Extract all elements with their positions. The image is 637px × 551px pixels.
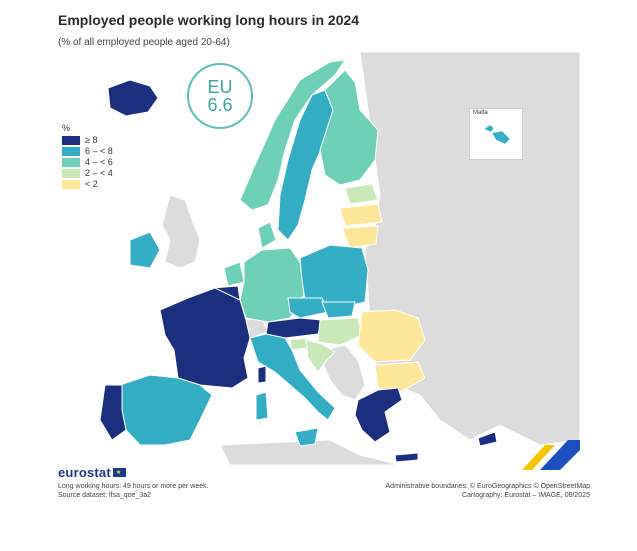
malta-main-island xyxy=(491,130,511,145)
sardinia xyxy=(255,391,269,421)
eu-average-badge: EU 6.6 xyxy=(187,63,253,129)
germany xyxy=(239,247,305,323)
italy xyxy=(249,333,336,421)
legend-swatch xyxy=(62,146,80,156)
estonia xyxy=(344,183,379,205)
page-subtitle: (% of all employed people aged 20-64) xyxy=(58,37,230,48)
legend-swatch xyxy=(62,179,80,189)
portugal xyxy=(99,384,127,441)
bulgaria xyxy=(374,361,426,393)
footer-credits: Administrative boundaries: © EuroGeograp… xyxy=(386,482,590,500)
malta-inset: Malta xyxy=(469,108,523,160)
footnote-source: Source dataset: lfsa_qoe_3a2 xyxy=(58,492,152,499)
legend-item: 2 – < 4 xyxy=(62,168,113,178)
norway xyxy=(239,59,347,211)
netherlands xyxy=(223,261,245,287)
iceland xyxy=(107,79,159,117)
legend-label: ≥ 8 xyxy=(85,135,98,145)
poland xyxy=(299,244,369,309)
slovenia xyxy=(289,337,309,351)
croatia xyxy=(305,339,336,373)
footer-notes: Long working hours: 49 hours or more per… xyxy=(58,482,209,500)
finland xyxy=(319,69,379,186)
crete xyxy=(394,452,419,463)
malta xyxy=(483,124,495,133)
legend-item: < 2 xyxy=(62,179,113,189)
legend-label: < 2 xyxy=(85,179,98,189)
cyprus xyxy=(477,431,498,447)
hungary xyxy=(317,317,363,346)
legend-label: 6 – < 8 xyxy=(85,146,113,156)
non-data-land-balkans xyxy=(317,344,366,401)
eu-badge-value: 6.6 xyxy=(207,95,233,115)
malta-map xyxy=(483,124,511,145)
ireland xyxy=(129,231,161,269)
czechia xyxy=(287,297,329,319)
credit-boundaries: Administrative boundaries: © EuroGeograp… xyxy=(385,483,590,490)
legend-item: ≥ 8 xyxy=(62,135,113,145)
lithuania xyxy=(341,225,379,249)
greece xyxy=(354,387,403,443)
sicily xyxy=(294,427,319,447)
eurostat-logo: eurostat ★ xyxy=(58,465,126,480)
malta-inset-label: Malta xyxy=(473,110,488,116)
corsica xyxy=(257,365,267,384)
footnote-definition: Long working hours: 49 hours or more per… xyxy=(58,483,209,490)
credit-cartography: Cartography: Eurostat – IMAGE, 08/2025 xyxy=(461,492,590,499)
latvia xyxy=(339,203,383,227)
eurostat-wordmark: eurostat xyxy=(58,465,111,480)
legend-swatch xyxy=(62,168,80,178)
denmark xyxy=(257,221,277,249)
austria xyxy=(265,317,323,339)
legend-unit: % xyxy=(62,123,71,133)
corner-accent-blue xyxy=(540,440,580,470)
france xyxy=(159,287,251,389)
legend-label: 4 – < 6 xyxy=(85,157,113,167)
slovakia xyxy=(321,301,356,319)
page-title: Employed people working long hours in 20… xyxy=(58,12,360,28)
eu-flag-icon: ★ xyxy=(112,468,126,477)
corner-accent-yellow xyxy=(522,445,555,470)
spain xyxy=(119,374,213,446)
eu-badge-label: EU xyxy=(207,77,233,97)
non-data-land-uk xyxy=(161,194,201,269)
romania xyxy=(357,309,426,363)
map-legend: % ≥ 8 6 – < 8 4 – < 6 2 – < 4 < 2 xyxy=(62,123,113,190)
legend-item: 4 – < 6 xyxy=(62,157,113,167)
legend-swatch xyxy=(62,157,80,167)
legend-label: 2 – < 4 xyxy=(85,168,113,178)
legend-item: 6 – < 8 xyxy=(62,146,113,156)
legend-swatch xyxy=(62,135,80,145)
